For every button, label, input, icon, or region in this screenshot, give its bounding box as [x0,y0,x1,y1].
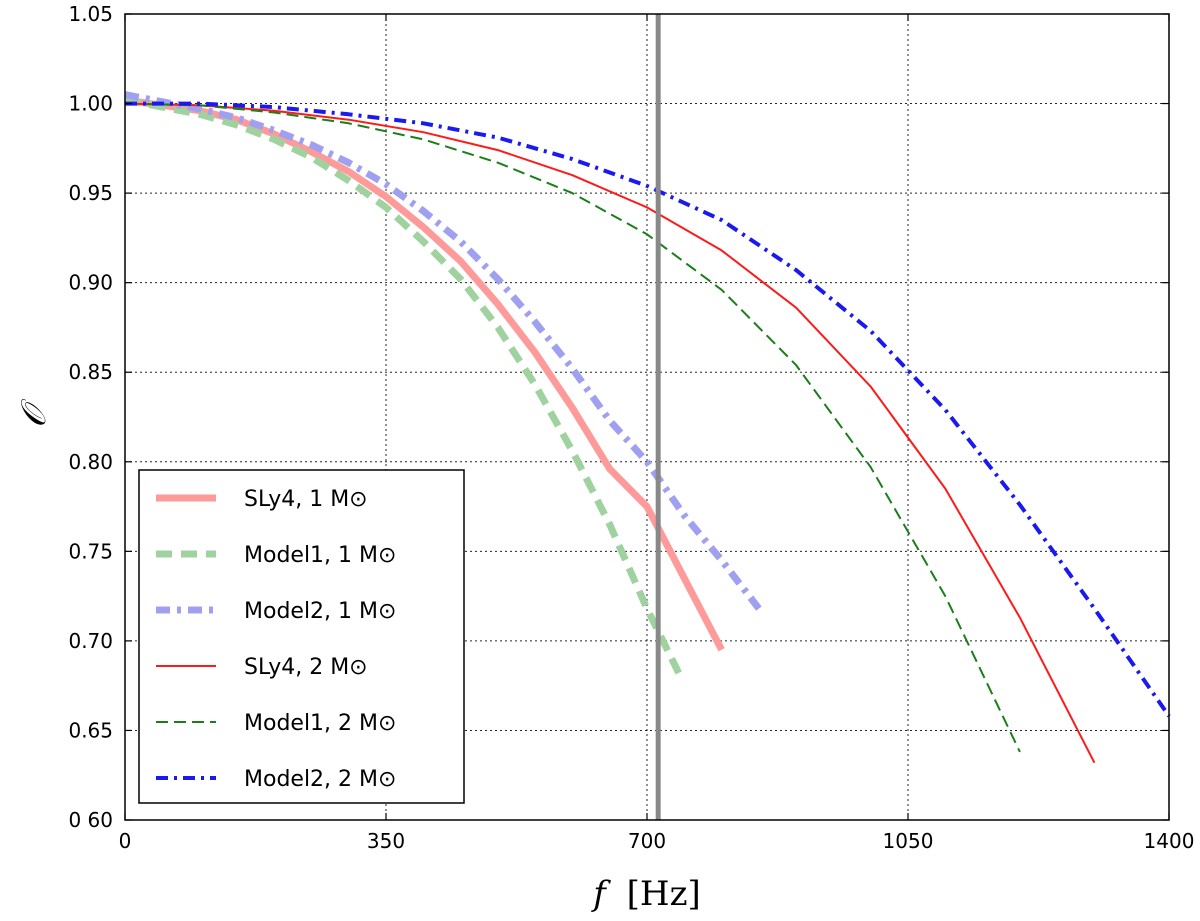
y-tick-label-3: 0.75 [68,539,113,563]
y-tick-label-0: 0 60 [68,808,113,832]
series-line-5 [124,102,1021,753]
legend-label-2: Model1, 1 M⊙ [244,543,396,568]
y-tick-label-2: 0.70 [68,629,113,653]
series-layer [124,91,1171,764]
legend-box [138,469,465,804]
legend-label-5: Model1, 2 M⊙ [244,711,396,736]
tick-layer: 0 350 700 1050 1400 0 60 0.65 0.70 0.75 0.80 0.85 0… [68,2,1194,853]
series-line-2 [124,96,684,679]
y-tick-label-5: 0.85 [68,360,113,384]
y-tick-label-1: 0.65 [68,718,113,742]
y-tick-label-8: 1.00 [68,92,113,116]
legend-label-3: Model2, 1 M⊙ [244,599,396,624]
x-axis-variable: f [590,874,611,914]
legend-label-4: SLy4, 2 M⊙ [244,655,368,680]
x-axis-title: f [Hz] [590,874,701,914]
x-tick-label-1: 350 [367,829,405,853]
series-line-3 [124,91,762,611]
y-tick-label-7: 0.95 [68,181,113,205]
y-tick-label-9: 1.05 [68,2,113,26]
y-tick-label-4: 0.80 [68,450,113,474]
series-line-4 [124,102,1096,764]
legend-label-6: Model2, 2 M⊙ [244,767,396,792]
y-tick-label-6: 0.90 [68,271,113,295]
y-axis-title: 𝒪 [14,399,54,428]
series-line-6 [125,101,1171,718]
x-tick-label-3: 1050 [883,829,934,853]
legend: SLy4, 1 M⊙ Model1, 1 M⊙ Model2, 1 M⊙ SLy4, … [138,469,465,804]
x-axis-unit: [Hz] [627,874,701,914]
x-tick-label-0: 0 [119,829,132,853]
x-tick-label-4: 1400 [1144,829,1195,853]
legend-label-1: SLy4, 1 M⊙ [244,487,368,512]
x-tick-label-2: 700 [628,829,666,853]
